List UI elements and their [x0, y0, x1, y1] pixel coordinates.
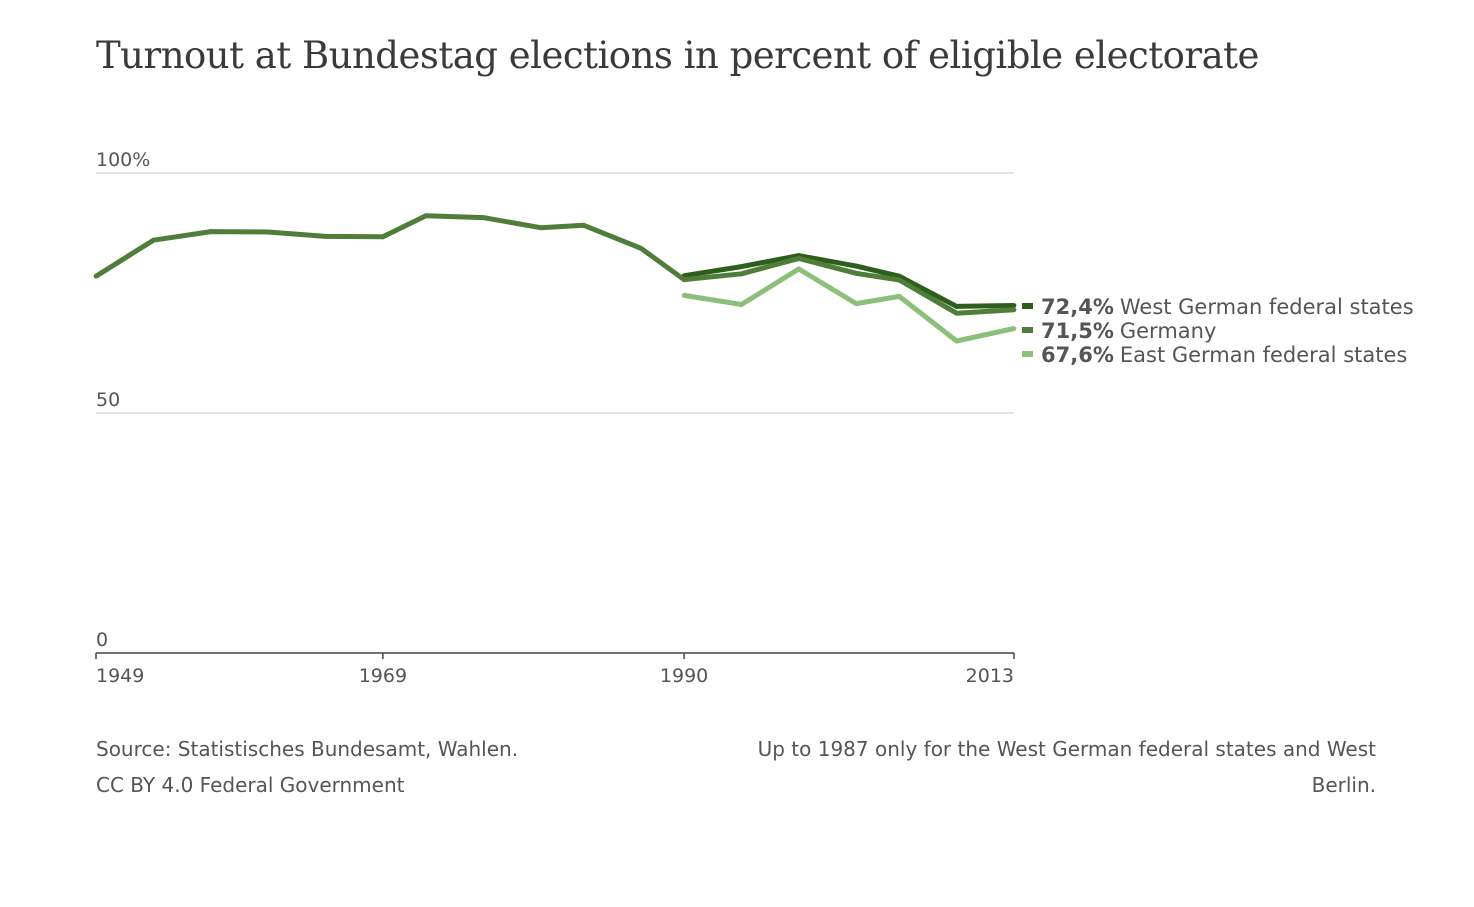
data-note: Up to 1987 only for the West German fede… — [756, 731, 1376, 803]
y-tick-label: 50 — [96, 389, 120, 411]
data-point — [739, 264, 744, 269]
legend-value: 71,5% — [1041, 319, 1114, 343]
legend-series-name: West German federal states — [1120, 295, 1414, 319]
x-tick-label: 2013 — [966, 665, 1014, 687]
data-point — [423, 213, 429, 219]
data-note-line-1: Up to 1987 only for the West German fede… — [757, 737, 1376, 761]
data-point — [681, 293, 687, 298]
legend-entry: 71,5% Germany — [1041, 319, 1216, 343]
legend-entry: 67,6% East German federal states — [1041, 343, 1407, 367]
grid-lines — [96, 172, 1014, 654]
legend-swatch — [1022, 351, 1033, 357]
data-point — [581, 222, 587, 228]
data-point — [638, 245, 644, 251]
data-point — [853, 263, 859, 269]
data-note-line-2: Berlin. — [1311, 773, 1376, 797]
data-point — [538, 225, 544, 231]
x-tick-label: 1990 — [660, 665, 708, 687]
legend-value: 67,6% — [1041, 343, 1114, 367]
data-point — [681, 277, 687, 282]
data-point — [1011, 303, 1017, 308]
data-point — [796, 256, 802, 261]
license-line: CC BY 4.0 Federal Government — [96, 773, 405, 797]
data-point — [480, 215, 486, 221]
legend-swatch — [1022, 327, 1033, 333]
data-point — [954, 304, 960, 309]
legend-series-name: East German federal states — [1120, 343, 1407, 367]
data-point — [796, 266, 802, 272]
data-point — [150, 237, 156, 243]
x-axis: 1949 1969 1990 2013 — [95, 653, 1015, 687]
data-point — [93, 273, 99, 279]
legend-swatch — [1022, 303, 1033, 309]
data-point — [954, 310, 960, 316]
y-tick-label: 100% — [96, 149, 150, 171]
source-line: Source: Statistisches Bundesamt, Wahlen. — [96, 737, 519, 761]
y-axis-ticks: 100% 50 0 — [96, 149, 150, 651]
data-point — [323, 233, 328, 239]
data-point — [1011, 307, 1017, 313]
data-point — [380, 234, 386, 240]
chart-title: Turnout at Bundestag elections in percen… — [96, 34, 1259, 77]
legend-value: 72,4% — [1041, 295, 1114, 319]
series-line-germany — [94, 213, 1015, 316]
series-lines — [93, 213, 1017, 344]
legend-series-name: Germany — [1120, 319, 1217, 343]
data-point — [1011, 326, 1017, 331]
data-point — [739, 271, 744, 277]
data-point — [896, 293, 902, 299]
data-point — [896, 277, 902, 283]
data-point — [208, 229, 214, 234]
x-tick-label: 1969 — [359, 665, 407, 687]
x-tick-label: 1949 — [96, 665, 144, 687]
y-tick-label: 0 — [96, 629, 108, 651]
legend-entry: 72,4% West German federal states — [1041, 295, 1414, 319]
data-point — [954, 338, 960, 344]
data-point — [853, 270, 859, 276]
data-point — [739, 302, 744, 307]
data-point — [853, 301, 859, 306]
data-point — [265, 229, 271, 235]
source-note: Source: Statistisches Bundesamt, Wahlen.… — [96, 731, 518, 803]
